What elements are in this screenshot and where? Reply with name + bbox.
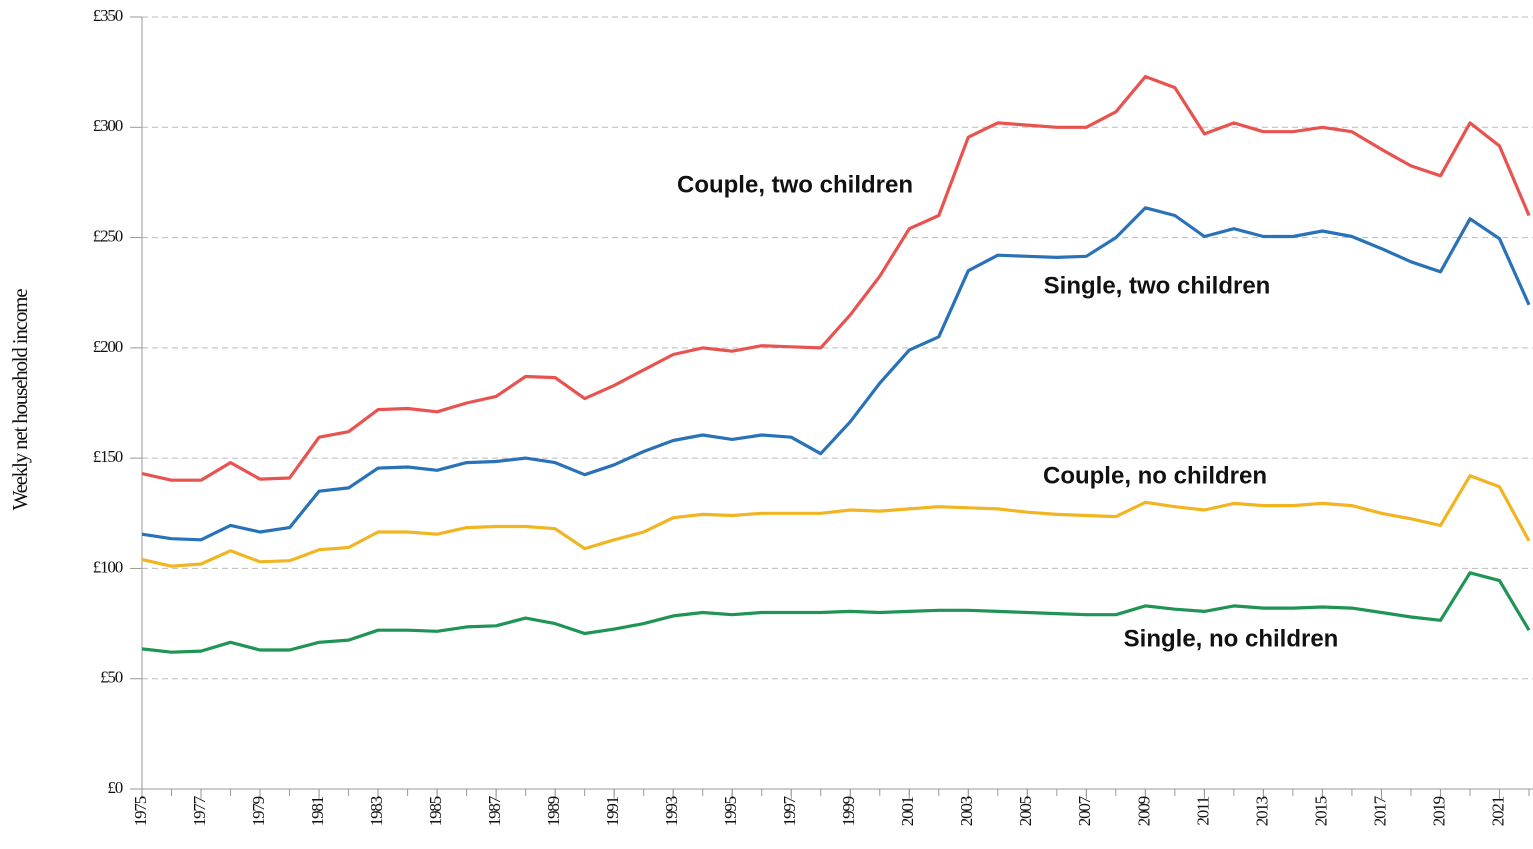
x-tick-label: 2019 bbox=[1429, 796, 1448, 826]
y-tick-label: £300 bbox=[93, 116, 123, 135]
x-tick-label: 1987 bbox=[485, 795, 504, 826]
x-tick-label: 1999 bbox=[839, 796, 858, 826]
series-label: Single, two children bbox=[1044, 272, 1271, 299]
x-tick-label: 1979 bbox=[249, 796, 268, 826]
x-tick-label: 2013 bbox=[1252, 796, 1271, 826]
series-label: Couple, two children bbox=[677, 171, 913, 198]
x-tick-label: 1995 bbox=[721, 796, 740, 826]
x-tick-label: 1997 bbox=[780, 795, 799, 826]
y-tick-label: £200 bbox=[93, 337, 123, 356]
series-line bbox=[141, 474, 1531, 568]
series-line bbox=[141, 206, 1531, 542]
y-tick-label: £0 bbox=[107, 778, 122, 797]
y-tick-label: £150 bbox=[93, 447, 123, 466]
y-axis-label: Weekly net household income bbox=[8, 289, 32, 511]
x-tick-label: 2017 bbox=[1370, 795, 1389, 826]
series-line bbox=[141, 75, 1531, 482]
x-tick-label: 2011 bbox=[1193, 796, 1212, 825]
x-tick-label: 2021 bbox=[1488, 796, 1507, 826]
y-tick-label: £50 bbox=[100, 668, 123, 687]
y-tick-label: £100 bbox=[93, 557, 123, 576]
x-tick-label: 1977 bbox=[190, 795, 209, 826]
x-tick-label: 1981 bbox=[308, 796, 327, 826]
x-tick-label: 1993 bbox=[662, 796, 681, 826]
x-tick-label: 2001 bbox=[898, 796, 917, 826]
x-tick-label: 1975 bbox=[131, 796, 150, 826]
x-tick-label: 2003 bbox=[957, 796, 976, 826]
x-tick-label: 2007 bbox=[1075, 795, 1094, 826]
x-tick-label: 2015 bbox=[1311, 796, 1330, 826]
y-tick-label: £250 bbox=[93, 226, 123, 245]
x-tick-label: 1983 bbox=[367, 796, 386, 826]
series-line bbox=[141, 571, 1531, 654]
x-tick-label: 1985 bbox=[426, 796, 445, 826]
x-tick-label: 1991 bbox=[603, 796, 622, 826]
x-tick-label: 1989 bbox=[544, 796, 563, 826]
y-tick-label: £350 bbox=[93, 6, 123, 25]
x-tick-label: 2005 bbox=[1016, 796, 1035, 826]
series-label: Couple, no children bbox=[1043, 462, 1267, 489]
x-tick-label: 2009 bbox=[1134, 796, 1153, 826]
series-label: Single, no children bbox=[1124, 625, 1339, 652]
